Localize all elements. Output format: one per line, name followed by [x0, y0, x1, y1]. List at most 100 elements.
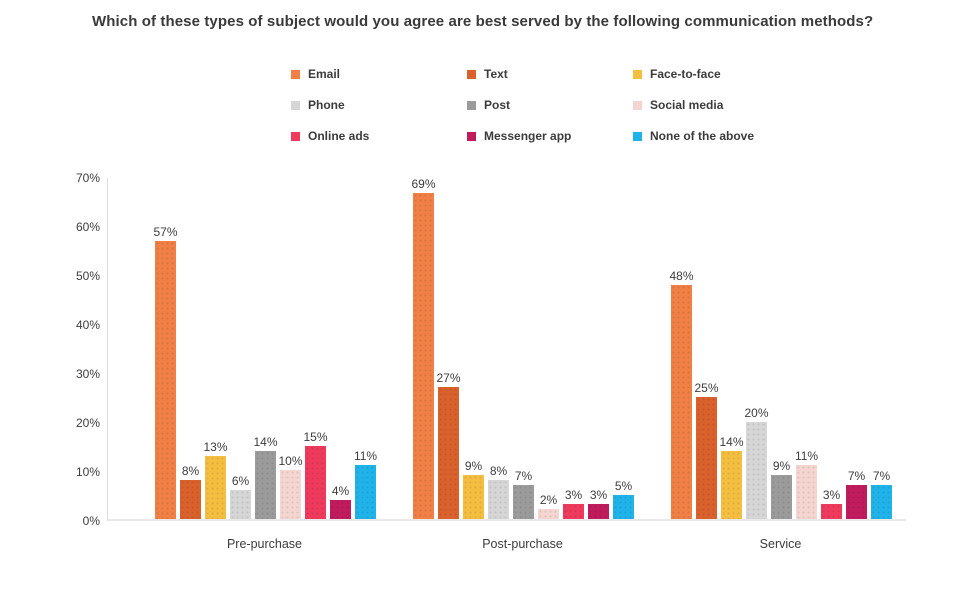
- legend-label-messenger-app: Messenger app: [484, 129, 572, 143]
- legend-label-text: Text: [484, 67, 508, 81]
- bar-value-label: 14%: [253, 434, 278, 449]
- legend-item-text: Text: [467, 67, 633, 81]
- legend-item-online-ads: Online ads: [291, 129, 467, 143]
- bar-col-messenger-app-pre-purchase: 4%: [330, 178, 351, 519]
- bar-col-online-ads-service: 3%: [821, 178, 842, 519]
- bar-value-label: 5%: [614, 478, 633, 493]
- bar-col-email-service: 48%: [669, 178, 694, 519]
- bar-email-service: [671, 285, 692, 519]
- bar-value-label: 9%: [772, 459, 791, 474]
- legend-item-face-to-face: Face-to-face: [633, 67, 754, 81]
- bar-col-online-ads-post-purchase: 3%: [563, 178, 584, 519]
- legend-swatch-email: [291, 69, 300, 79]
- bar-value-label: 13%: [203, 439, 228, 454]
- bar-col-face-to-face-service: 14%: [719, 178, 744, 519]
- bar-post-post-purchase: [513, 484, 534, 519]
- bar-online-ads-post-purchase: [563, 504, 584, 519]
- bar-col-text-service: 25%: [694, 178, 719, 519]
- legend-label-email: Email: [308, 67, 341, 81]
- bar-email-pre-purchase: [155, 241, 176, 519]
- y-tick-label: 20%: [75, 416, 100, 430]
- bar-phone-pre-purchase: [230, 489, 251, 519]
- bar-post-pre-purchase: [255, 450, 276, 519]
- bar-col-email-post-purchase: 69%: [411, 178, 436, 519]
- bar-col-social-media-post-purchase: 2%: [538, 178, 559, 519]
- bar-value-label: 20%: [744, 405, 769, 420]
- bar-face-to-face-pre-purchase: [205, 455, 226, 519]
- bar-value-label: 11%: [794, 449, 819, 464]
- bar-phone-post-purchase: [488, 480, 509, 519]
- bar-col-none-of-the-above-service: 7%: [871, 178, 892, 519]
- bar-group-post-purchase: 69% 27% 9% 8% 7% 2% 3% 3% 5%: [411, 178, 634, 519]
- bar-social-media-post-purchase: [538, 509, 559, 519]
- bar-col-none-of-the-above-pre-purchase: 11%: [353, 178, 378, 519]
- bar-text-service: [696, 397, 717, 519]
- bar-value-label: 7%: [514, 468, 533, 483]
- bar-col-face-to-face-pre-purchase: 13%: [203, 178, 228, 519]
- legend-swatch-social-media: [633, 100, 642, 110]
- legend-label-social-media: Social media: [650, 98, 724, 112]
- legend-swatch-none-of-the-above: [633, 131, 642, 141]
- category-label-pre-purchase: Pre-purchase: [226, 537, 303, 551]
- bar-col-post-pre-purchase: 14%: [253, 178, 278, 519]
- legend-label-online-ads: Online ads: [308, 129, 370, 143]
- bar-value-label: 27%: [436, 371, 461, 386]
- legend-label-phone: Phone: [308, 98, 345, 112]
- bar-none-of-the-above-pre-purchase: [355, 465, 376, 519]
- bar-messenger-app-service: [846, 484, 867, 519]
- bar-value-label: 15%: [303, 429, 328, 444]
- legend-item-messenger-app: Messenger app: [467, 129, 633, 143]
- y-tick-label: 50%: [75, 269, 100, 283]
- bar-col-messenger-app-post-purchase: 3%: [588, 178, 609, 519]
- bar-col-online-ads-pre-purchase: 15%: [303, 178, 328, 519]
- bar-col-none-of-the-above-post-purchase: 5%: [613, 178, 634, 519]
- bar-social-media-service: [796, 465, 817, 519]
- legend-swatch-face-to-face: [633, 69, 642, 79]
- legend-item-email: Email: [291, 67, 467, 81]
- bar-col-email-pre-purchase: 57%: [153, 178, 178, 519]
- bar-none-of-the-above-post-purchase: [613, 494, 634, 519]
- bar-col-post-post-purchase: 7%: [513, 178, 534, 519]
- legend-swatch-phone: [291, 100, 300, 110]
- y-tick-label: 30%: [75, 367, 100, 381]
- bar-value-label: 11%: [353, 449, 378, 464]
- legend: Email Text Face-to-face Phone Post Social med…: [291, 67, 754, 143]
- bar-value-label: 8%: [181, 464, 200, 479]
- bar-phone-service: [746, 421, 767, 519]
- bar-value-label: 7%: [872, 468, 891, 483]
- bar-value-label: 57%: [153, 225, 178, 240]
- bar-group-service: 48% 25% 14% 20% 9% 11% 3% 7% 7%: [669, 178, 892, 519]
- bar-col-phone-pre-purchase: 6%: [230, 178, 251, 519]
- bars-area: 57% 8% 13% 6% 14% 10% 15% 4% 11% 69% 27% 9% 8% 7% 2% 3%…: [108, 178, 906, 519]
- bar-value-label: 3%: [564, 488, 583, 503]
- y-tick-label: 60%: [75, 220, 100, 234]
- bar-value-label: 25%: [694, 381, 719, 396]
- legend-label-post: Post: [484, 98, 511, 112]
- bar-messenger-app-post-purchase: [588, 504, 609, 519]
- legend-label-face-to-face: Face-to-face: [650, 67, 721, 81]
- bar-none-of-the-above-service: [871, 484, 892, 519]
- bar-value-label: 4%: [331, 483, 350, 498]
- bar-col-face-to-face-post-purchase: 9%: [463, 178, 484, 519]
- legend-swatch-text: [467, 69, 476, 79]
- bar-value-label: 7%: [847, 468, 866, 483]
- bar-col-phone-service: 20%: [744, 178, 769, 519]
- plot-area: 57% 8% 13% 6% 14% 10% 15% 4% 11% 69% 27% 9% 8% 7% 2% 3%…: [107, 178, 906, 521]
- bar-value-label: 3%: [589, 488, 608, 503]
- bar-text-pre-purchase: [180, 480, 201, 519]
- y-tick-label: 0%: [82, 514, 100, 528]
- bar-text-post-purchase: [438, 387, 459, 519]
- legend-item-none-of-the-above: None of the above: [633, 129, 754, 143]
- bar-col-text-pre-purchase: 8%: [180, 178, 201, 519]
- y-tick-label: 70%: [75, 171, 100, 185]
- bar-value-label: 10%: [278, 454, 303, 469]
- bar-value-label: 9%: [464, 459, 483, 474]
- bar-value-label: 6%: [231, 473, 250, 488]
- bar-col-text-post-purchase: 27%: [436, 178, 461, 519]
- chart-title: Which of these types of subject would yo…: [92, 13, 874, 30]
- category-label-post-purchase: Post-purchase: [482, 537, 563, 551]
- bar-online-ads-service: [821, 504, 842, 519]
- bar-value-label: 14%: [719, 434, 744, 449]
- bar-value-label: 48%: [669, 269, 694, 284]
- bar-email-post-purchase: [413, 193, 434, 519]
